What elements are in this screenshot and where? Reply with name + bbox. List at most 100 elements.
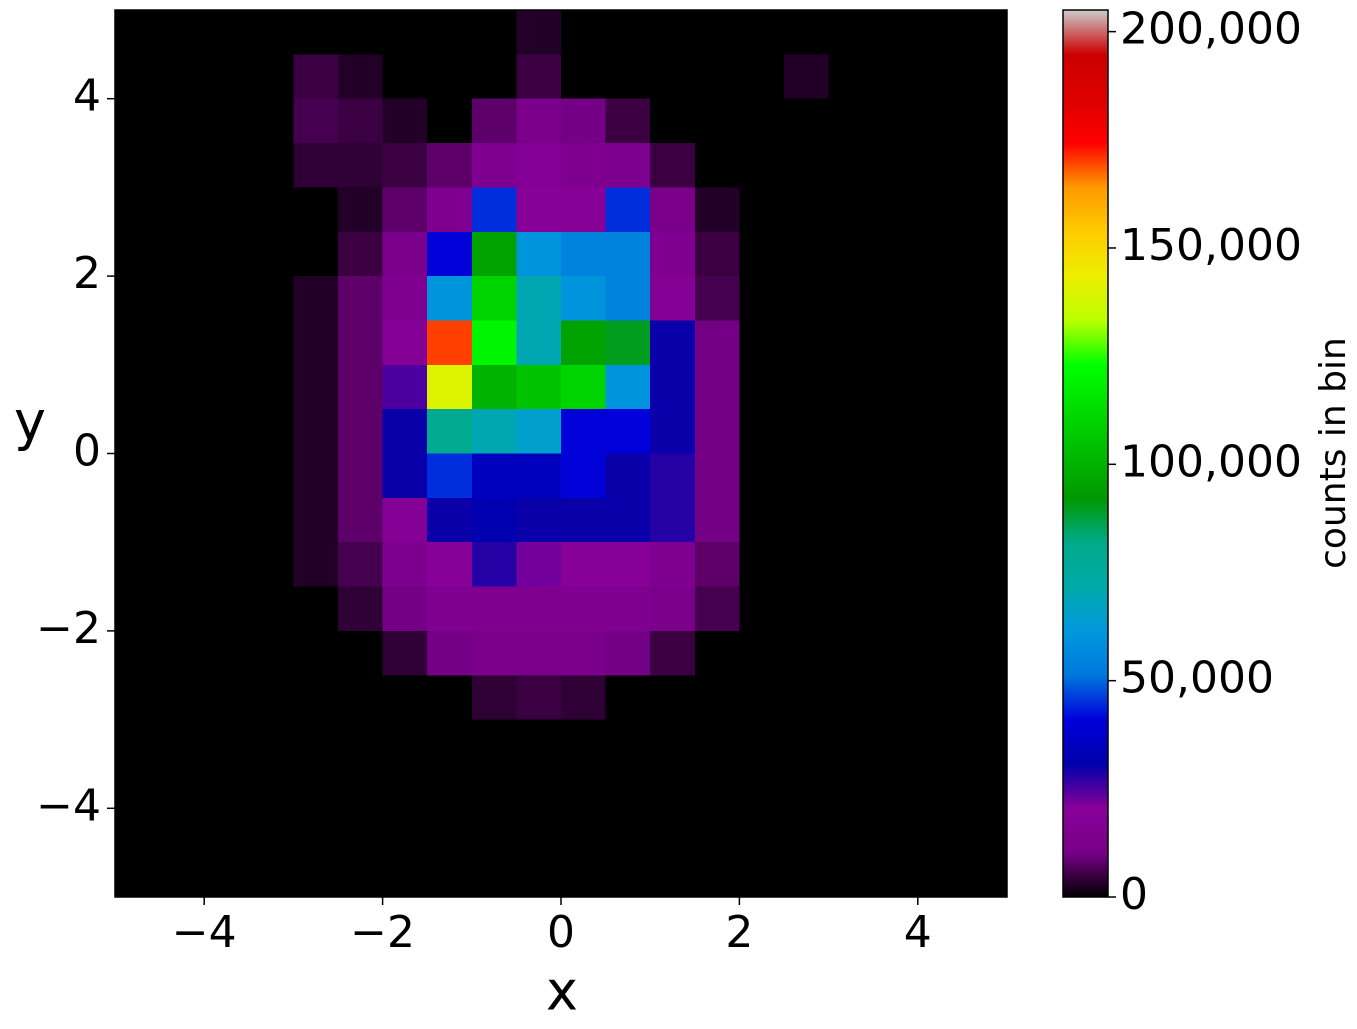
- colorbar-tick-label: 100,000: [1120, 436, 1302, 487]
- cell: [605, 497, 651, 543]
- cell: [248, 54, 294, 100]
- cell: [382, 852, 428, 898]
- cell: [427, 143, 473, 188]
- cell: [382, 364, 428, 410]
- cell: [516, 586, 562, 632]
- cell: [293, 675, 339, 721]
- cell: [115, 320, 161, 366]
- cell: [516, 54, 562, 100]
- cell: [561, 231, 607, 277]
- cell: [115, 763, 161, 809]
- cell: [694, 675, 740, 721]
- cell: [115, 453, 161, 499]
- cell: [561, 54, 607, 100]
- cell: [873, 10, 919, 55]
- cell: [471, 276, 517, 322]
- cell: [739, 586, 785, 632]
- cell: [115, 719, 161, 765]
- cell: [784, 630, 830, 676]
- cell: [382, 763, 428, 809]
- cell: [650, 675, 696, 721]
- cell: [694, 98, 740, 144]
- cell: [962, 675, 1008, 721]
- cell: [739, 453, 785, 499]
- cell: [828, 10, 874, 55]
- cell: [828, 187, 874, 233]
- cell: [115, 808, 161, 854]
- cell: [338, 320, 384, 366]
- cell: [204, 852, 250, 898]
- cell: [784, 54, 830, 100]
- cell: [471, 98, 517, 144]
- cell: [427, 630, 473, 676]
- cell: [962, 630, 1008, 676]
- cell: [338, 231, 384, 277]
- cell: [739, 852, 785, 898]
- cell: [917, 763, 963, 809]
- cell: [784, 276, 830, 322]
- cell: [784, 675, 830, 721]
- cell: [382, 143, 428, 188]
- cell: [471, 231, 517, 277]
- y-tick-label: −2: [36, 603, 101, 654]
- cell: [382, 497, 428, 543]
- cell: [650, 719, 696, 765]
- cell: [962, 497, 1008, 543]
- x-tick-label: −2: [350, 907, 415, 958]
- cell: [739, 763, 785, 809]
- cell: [784, 143, 830, 188]
- cell: [382, 586, 428, 632]
- cell: [828, 409, 874, 455]
- cell: [917, 630, 963, 676]
- cell: [382, 187, 428, 233]
- cell: [784, 187, 830, 233]
- cell: [694, 852, 740, 898]
- cell: [248, 231, 294, 277]
- cell: [471, 409, 517, 455]
- cell: [159, 497, 205, 543]
- cell: [159, 276, 205, 322]
- cell: [204, 808, 250, 854]
- cell: [248, 542, 294, 588]
- cell: [427, 808, 473, 854]
- cell: [784, 719, 830, 765]
- cell: [471, 364, 517, 410]
- cell: [471, 320, 517, 366]
- cell: [338, 98, 384, 144]
- cell: [561, 364, 607, 410]
- cell: [293, 276, 339, 322]
- cell: [962, 453, 1008, 499]
- cell: [917, 54, 963, 100]
- cell: [338, 187, 384, 233]
- cell: [917, 675, 963, 721]
- cell: [561, 409, 607, 455]
- cell: [873, 453, 919, 499]
- cell: [873, 497, 919, 543]
- cell: [694, 54, 740, 100]
- cell: [293, 98, 339, 144]
- cell: [739, 719, 785, 765]
- cell: [694, 364, 740, 410]
- cell: [204, 763, 250, 809]
- cell: [962, 542, 1008, 588]
- cell: [382, 719, 428, 765]
- cell: [248, 586, 294, 632]
- cell: [828, 98, 874, 144]
- cell: [471, 719, 517, 765]
- cell: [650, 98, 696, 144]
- cell: [427, 763, 473, 809]
- cell: [694, 276, 740, 322]
- cell: [338, 542, 384, 588]
- x-tick-label: 4: [904, 907, 932, 958]
- cell: [293, 852, 339, 898]
- cell: [382, 276, 428, 322]
- cell: [159, 143, 205, 188]
- cell: [293, 763, 339, 809]
- cell: [115, 187, 161, 233]
- cell: [427, 231, 473, 277]
- cell: [248, 497, 294, 543]
- x-tick-label: 2: [725, 907, 753, 958]
- cell: [338, 675, 384, 721]
- cell: [248, 98, 294, 144]
- cell: [784, 364, 830, 410]
